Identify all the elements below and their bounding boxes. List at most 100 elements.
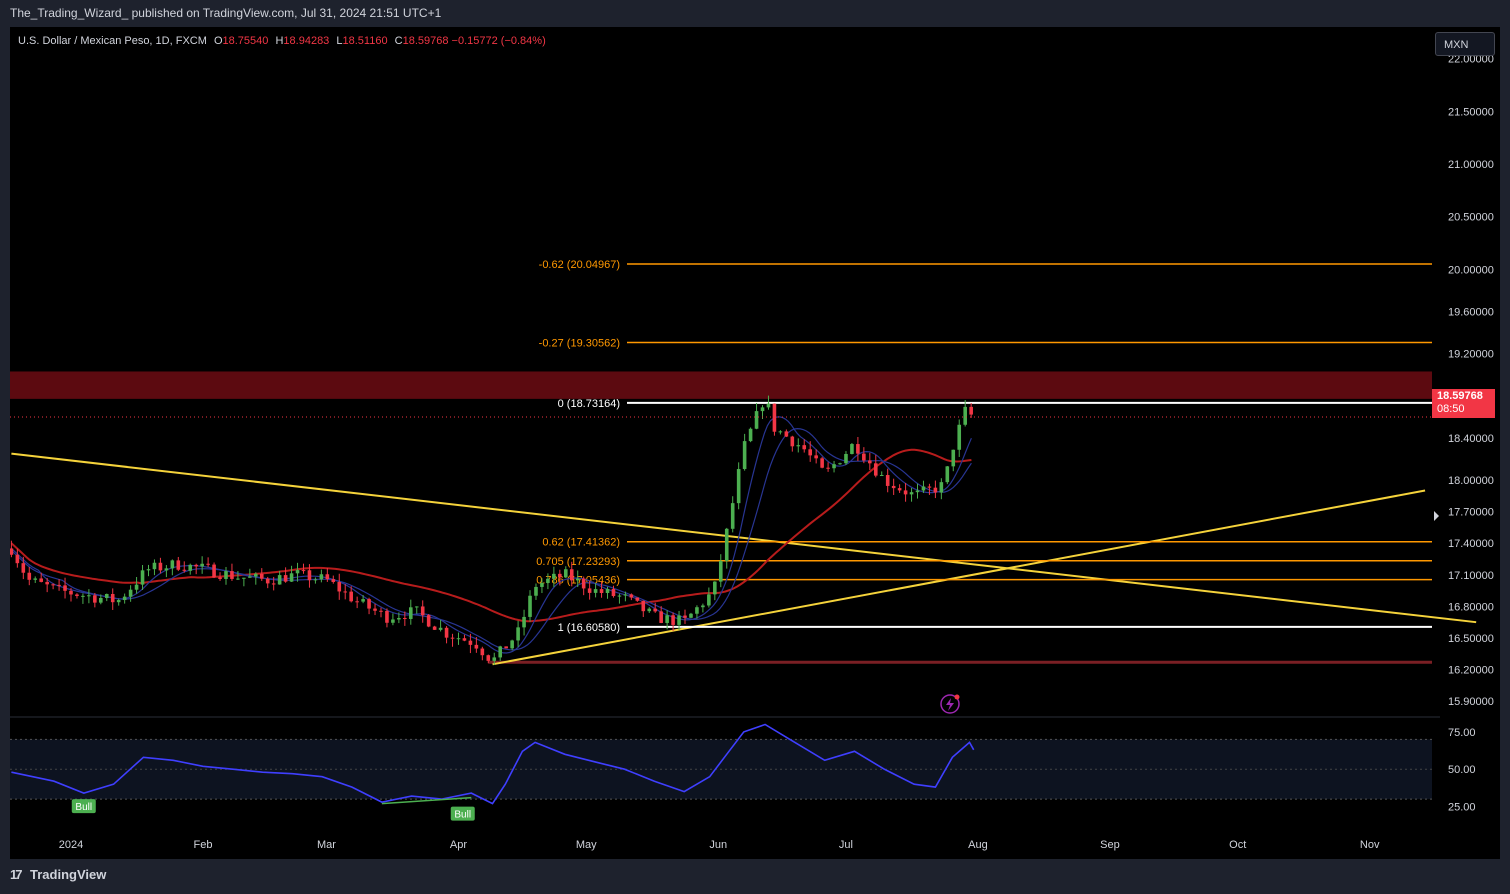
candle-body <box>897 488 902 491</box>
chart-pane[interactable]: -0.62 (20.04967) -0.27 (19.30562) 0 (18.73… <box>10 27 1500 859</box>
tradingview-logo[interactable]: 17 TradingView <box>10 867 106 882</box>
alert-bolt-icon <box>940 694 960 714</box>
bull-divergence-badge: Bull <box>450 806 475 821</box>
candle-body <box>277 575 282 585</box>
candle-body <box>558 573 562 578</box>
candle-body <box>778 431 783 433</box>
candle-body <box>57 584 61 586</box>
candle-body <box>63 585 67 591</box>
candle-body <box>671 615 675 625</box>
candle-body <box>939 482 944 493</box>
high-value: 18.94283 <box>283 35 330 47</box>
candle-body <box>909 492 914 495</box>
candle-body <box>361 599 365 602</box>
candle-body <box>438 627 443 630</box>
candle-body <box>10 548 14 555</box>
high-label: H <box>275 35 284 47</box>
chart-canvas[interactable]: -0.62 (20.04967) -0.27 (19.30562) 0 (18.73… <box>10 27 1500 859</box>
candle-body <box>903 490 908 495</box>
candle-body <box>230 571 234 579</box>
candle-body <box>951 449 956 467</box>
candle-body <box>462 638 467 641</box>
candle-body <box>355 601 359 603</box>
candle-body <box>957 424 962 450</box>
tradingview-brand: TradingView <box>30 867 107 882</box>
candle-body <box>802 445 807 450</box>
candle-body <box>653 608 658 612</box>
candle-body <box>808 449 812 456</box>
alert-bolt-glyph <box>946 698 954 711</box>
candle-body <box>581 578 586 589</box>
candle-body <box>641 600 646 612</box>
last-price-tag: 18.59768 08:50 <box>1432 389 1495 418</box>
candle-body <box>921 486 926 491</box>
price-axis-tick: 16.20000 <box>1448 665 1494 677</box>
candle-body <box>307 570 312 581</box>
candle-body <box>474 644 479 649</box>
candle-body <box>236 578 240 580</box>
candle-body <box>504 646 508 649</box>
candle-body <box>862 453 866 461</box>
publisher-line: The_Trading_Wizard_ published on Trading… <box>10 6 442 20</box>
candle-body <box>879 475 884 477</box>
candle-body <box>385 610 389 623</box>
candle-body <box>319 574 324 580</box>
rsi-line <box>11 723 975 805</box>
candle-body <box>15 554 20 564</box>
candle-body <box>152 562 157 570</box>
resistance-zone <box>10 371 1432 399</box>
candle-body <box>158 562 163 571</box>
price-axis-tick: 18.00000 <box>1448 475 1494 487</box>
candle-body <box>605 589 610 593</box>
candle-body <box>754 411 759 429</box>
candle-body <box>146 569 151 571</box>
candle-body <box>182 569 187 571</box>
candle-body <box>689 613 693 618</box>
candle-body <box>832 464 836 469</box>
candle-body <box>51 584 55 586</box>
candle-body <box>248 576 252 578</box>
candle-body <box>283 575 288 582</box>
candle-body <box>623 594 628 596</box>
candle-body <box>259 573 264 579</box>
candle-body <box>838 463 842 465</box>
candle-body <box>492 657 497 661</box>
candle-body <box>432 626 437 630</box>
currency-button[interactable]: MXN <box>1435 32 1495 56</box>
candle-body <box>271 583 276 585</box>
candle-body <box>456 638 461 640</box>
candle-body <box>325 574 330 580</box>
candle-body <box>93 595 97 603</box>
candle-body <box>498 646 503 658</box>
rsi-axis-tick: 75.00 <box>1448 727 1476 739</box>
candle-body <box>569 569 574 581</box>
candle-body <box>200 563 204 567</box>
candle-body <box>820 458 824 468</box>
rsi-divergence-line <box>381 796 472 805</box>
candle-body <box>397 618 401 620</box>
trendline-1 <box>11 452 1477 624</box>
candle-body <box>599 589 604 593</box>
candle-body <box>844 453 848 464</box>
candle-body <box>873 463 878 476</box>
candle-body <box>677 615 681 625</box>
change-value: −0.15772 (−0.84%) <box>451 35 546 47</box>
alert-bolt-dot <box>954 694 960 700</box>
price-axis-tick: 20.50000 <box>1448 212 1494 224</box>
date-axis-tick: Mar <box>317 839 336 851</box>
candle-body <box>69 590 73 595</box>
alert-bolt-ring <box>940 694 960 714</box>
candle-body <box>891 485 896 489</box>
candle-body <box>540 582 544 587</box>
candle-body <box>850 444 854 454</box>
fib-level-label: 0 (18.73164) <box>558 398 620 410</box>
symbol-legend: U.S. Dollar / Mexican Peso, 1D, FXCM O18… <box>18 35 546 47</box>
candle-body <box>224 571 228 579</box>
candle-body <box>969 406 973 415</box>
date-axis-tick: Nov <box>1360 839 1380 851</box>
ma-200-line <box>10 448 972 623</box>
fib-level-label: 0.705 (17.23293) <box>536 556 620 568</box>
symbol-name: U.S. Dollar / Mexican Peso, 1D, FXCM <box>18 35 207 47</box>
candle-body <box>730 503 735 529</box>
trendline-2 <box>492 489 1426 666</box>
